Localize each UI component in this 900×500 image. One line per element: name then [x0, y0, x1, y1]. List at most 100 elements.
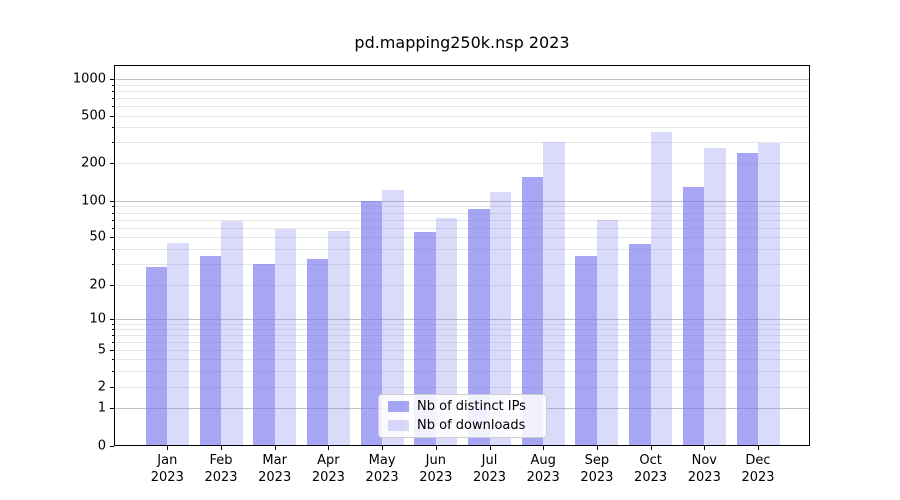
gridline-y-300 — [114, 142, 810, 144]
y-tick-label-2: 2 — [97, 379, 106, 395]
legend: Nb of distinct IPs Nb of downloads — [378, 394, 547, 438]
bar-distinct-ips-Jan — [145, 267, 168, 446]
x-tick-Feb — [221, 446, 222, 450]
legend-label-downloads: Nb of downloads — [417, 418, 526, 433]
x-tick-label-month: Jul — [481, 453, 498, 468]
y-tick-minor-5 — [112, 350, 114, 351]
x-tick-label-month: Mar — [262, 453, 287, 468]
y-tick-minor-6 — [112, 341, 114, 343]
x-tick-label-month: May — [368, 453, 396, 468]
gridline-y-6 — [114, 341, 810, 343]
y-tick-minor-800 — [112, 90, 114, 92]
y-tick-minor-90 — [112, 206, 114, 208]
x-tick-label-May: May 2023 — [366, 452, 399, 486]
y-tick-100 — [110, 201, 114, 202]
bar-distinct-ips-Feb — [199, 255, 221, 446]
chart-title: pd.mapping250k.nsp 2023 — [354, 33, 570, 52]
x-tick-label-Apr: Apr 2023 — [312, 452, 345, 486]
x-tick-Dec — [758, 446, 759, 450]
x-tick-Oct — [650, 446, 652, 450]
bar-downloads-Jul — [489, 192, 511, 446]
gridline-y-9 — [114, 323, 810, 325]
legend-swatch-distinct-ips — [388, 401, 409, 412]
legend-row-downloads: Nb of downloads — [388, 416, 538, 435]
y-tick-label-1000: 1000 — [72, 71, 106, 87]
bar-downloads-Mar — [274, 229, 297, 446]
y-tick-minor-2 — [112, 387, 114, 388]
bar-distinct-ips-Dec — [736, 152, 758, 446]
x-tick-label-Aug: Aug 2023 — [527, 452, 560, 486]
gridline-y-90 — [114, 206, 810, 208]
y-tick-minor-3 — [112, 370, 114, 372]
x-tick-label-year: 2023 — [526, 470, 560, 485]
bar-distinct-ips-Sep — [575, 255, 597, 446]
gridline-y-400 — [114, 127, 810, 129]
y-tick-minor-20 — [112, 285, 114, 286]
x-tick-Nov — [704, 446, 706, 450]
gridline-y-5 — [114, 350, 810, 351]
bar-distinct-ips-May — [360, 201, 383, 446]
gridline-y-10 — [114, 319, 810, 320]
x-tick-label-Jan: Jan 2023 — [151, 452, 184, 486]
y-tick-minor-4 — [112, 359, 114, 360]
plot-area: 0 1 2 5 10 20 50 100 200 500 1000 Jan 2023 Feb 2023 Mar… — [73, 65, 810, 485]
y-tick-label-200: 200 — [81, 155, 106, 171]
x-tick-May — [382, 446, 384, 450]
bar-downloads-May — [382, 190, 404, 446]
gridline-y-80 — [114, 212, 810, 214]
bar-downloads-Apr — [328, 231, 350, 446]
gridline-y-40 — [114, 248, 810, 250]
legend-row-distinct-ips: Nb of distinct IPs — [388, 397, 538, 416]
gridline-y-8 — [114, 328, 810, 330]
x-tick-label-month: Feb — [209, 453, 233, 468]
gridline-y-50 — [114, 237, 810, 238]
x-tick-label-Mar: Mar 2023 — [258, 452, 291, 486]
x-tick-label-year: 2023 — [258, 470, 292, 485]
x-tick-label-year: 2023 — [580, 470, 614, 485]
y-tick-label-0: 0 — [97, 438, 106, 453]
y-tick-label-1: 1 — [97, 400, 106, 416]
x-tick-label-year: 2023 — [150, 470, 184, 485]
x-tick-Jan — [167, 446, 169, 450]
gridline-y-4 — [114, 359, 810, 360]
y-tick-minor-600 — [112, 106, 114, 108]
gridline-y-600 — [114, 106, 810, 108]
x-tick-label-month: Jan — [157, 453, 178, 468]
y-tick-minor-500 — [112, 116, 114, 117]
y-tick-minor-400 — [112, 127, 114, 129]
gridline-y-60 — [114, 227, 810, 229]
x-tick-Jul — [489, 446, 491, 450]
x-tick-label-Jul: Jul 2023 — [473, 452, 506, 486]
y-tick-minor-9 — [112, 323, 114, 325]
bar-downloads-Jun — [435, 218, 458, 446]
bar-downloads-Aug — [543, 142, 565, 446]
y-tick-label-500: 500 — [81, 108, 106, 124]
y-tick-minor-40 — [112, 248, 114, 250]
x-tick-label-year: 2023 — [311, 470, 345, 485]
x-tick-label-year: 2023 — [365, 470, 399, 485]
y-tick-minor-7 — [112, 334, 114, 336]
x-tick-label-Jun: Jun 2023 — [419, 452, 452, 486]
gridline-y-3 — [114, 370, 810, 372]
y-tick-10 — [110, 319, 114, 320]
x-tick-label-month: Dec — [745, 453, 771, 468]
bar-downloads-Jan — [167, 242, 189, 446]
gridline-y-30 — [114, 263, 810, 265]
y-tick-label-100: 100 — [81, 193, 106, 209]
gridline-y-20 — [114, 285, 810, 286]
x-tick-Mar — [274, 446, 276, 450]
bar-downloads-Feb — [221, 221, 243, 446]
y-tick-minor-8 — [112, 328, 114, 330]
gridline-y-500 — [114, 116, 810, 117]
gridline-y-900 — [114, 84, 810, 86]
bar-distinct-ips-Oct — [629, 243, 651, 446]
y-tick-1 — [110, 408, 114, 409]
x-tick-label-month: Nov — [691, 453, 717, 468]
x-tick-label-month: Oct — [639, 453, 662, 468]
gridline-y-200 — [114, 163, 810, 164]
y-tick-minor-30 — [112, 263, 114, 265]
gridline-y-700 — [114, 98, 810, 100]
gridline-y-2 — [114, 387, 810, 388]
x-tick-Jun — [435, 446, 437, 450]
